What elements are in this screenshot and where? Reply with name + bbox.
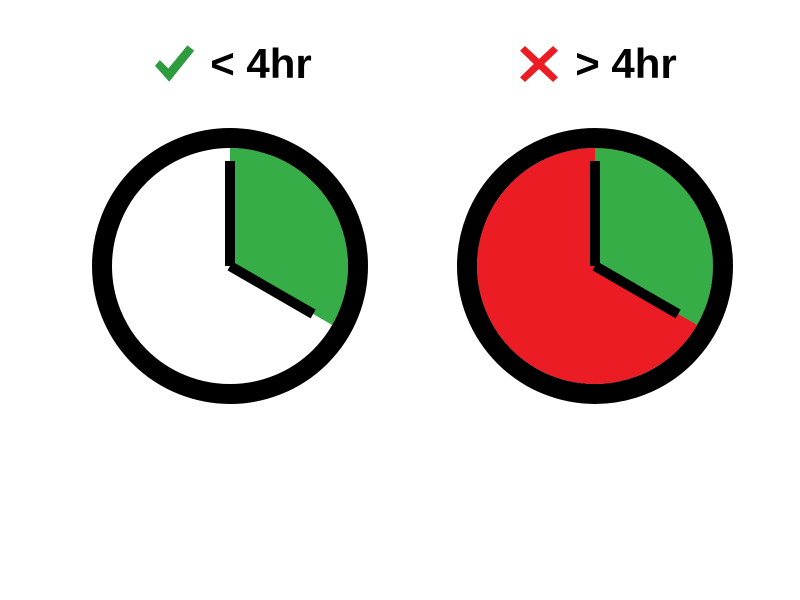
panel-right: > 4hr <box>445 38 745 411</box>
header-left: < 4hr <box>148 38 312 90</box>
clock-left <box>90 126 370 411</box>
header-right: > 4hr <box>513 38 677 90</box>
panel-left: < 4hr <box>80 38 380 411</box>
label-right: > 4hr <box>575 40 677 88</box>
clock-right <box>455 126 735 411</box>
checkmark-icon <box>148 38 200 90</box>
label-left: < 4hr <box>210 40 312 88</box>
x-icon <box>513 38 565 90</box>
